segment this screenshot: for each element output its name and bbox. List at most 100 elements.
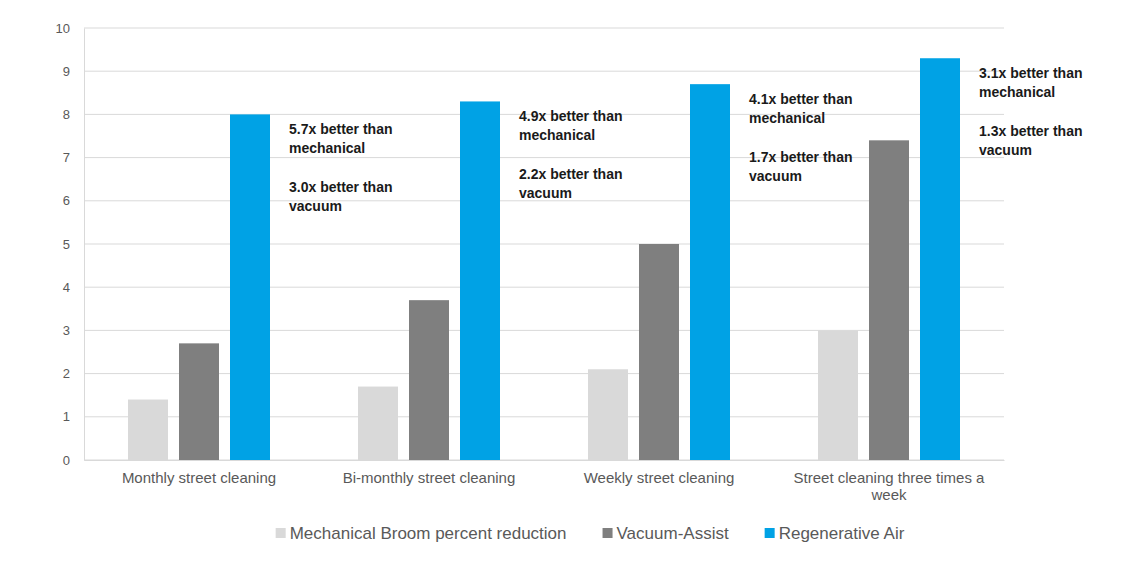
annotation-line: 3.0x better than bbox=[289, 179, 392, 195]
legend-label: Mechanical Broom percent reduction bbox=[290, 524, 567, 543]
legend-item: Vacuum-Assist bbox=[603, 524, 729, 543]
y-tick: 2 bbox=[63, 366, 84, 381]
x-tick: Monthly street cleaning bbox=[122, 460, 276, 486]
legend-label: Regenerative Air bbox=[779, 524, 905, 543]
plot: 0 1 2 3 4 5 6 7 8 9 10 Monthly street cleaning Bi-mo… bbox=[56, 21, 1083, 503]
y-axis-line bbox=[84, 29, 85, 461]
y-tick-label: 5 bbox=[63, 237, 70, 252]
y-tick: 5 bbox=[63, 237, 84, 252]
annotation-line: mechanical bbox=[979, 84, 1055, 100]
label-line: week bbox=[870, 486, 907, 503]
annotation: 4.1x better than mechanical bbox=[749, 91, 852, 126]
label-line: Bi-monthly street cleaning bbox=[343, 469, 516, 486]
chart: 0 1 2 3 4 5 6 7 8 9 10 Monthly street cleaning Bi-mo… bbox=[0, 0, 1140, 564]
bar bbox=[230, 114, 270, 460]
series bbox=[179, 140, 909, 460]
grid-line bbox=[84, 244, 1004, 245]
bar bbox=[358, 387, 398, 460]
y-tick: 4 bbox=[63, 280, 84, 295]
y-tick: 8 bbox=[63, 107, 84, 122]
y-tick-label: 6 bbox=[63, 193, 70, 208]
y-tick: 6 bbox=[63, 193, 84, 208]
y-tick-label: 10 bbox=[56, 21, 70, 36]
legend-swatch bbox=[603, 528, 613, 538]
label-line: Weekly street cleaning bbox=[584, 469, 735, 486]
y-tick-label: 3 bbox=[63, 323, 70, 338]
annotation: 2.2x better than vacuum bbox=[519, 166, 622, 201]
x-tick: Bi-monthly street cleaning bbox=[343, 460, 516, 486]
bar bbox=[409, 300, 449, 460]
x-tick-label: Monthly street cleaning bbox=[122, 469, 276, 486]
grid-line bbox=[84, 460, 1004, 461]
annotation: 3.0x better thanvacuum bbox=[289, 179, 392, 214]
bar bbox=[128, 400, 168, 460]
grid-line bbox=[84, 157, 1004, 158]
annotation-line: 4.9x better than bbox=[519, 108, 622, 124]
bar bbox=[920, 58, 960, 460]
y-axis: 0 1 2 3 4 5 6 7 8 9 10 bbox=[56, 21, 85, 468]
annotation-line: vacuum bbox=[519, 185, 572, 201]
legend: Mechanical Broom percent reduction Vacuum… bbox=[276, 524, 905, 543]
bar bbox=[639, 244, 679, 460]
y-tick-label: 2 bbox=[63, 366, 70, 381]
bar bbox=[818, 330, 858, 460]
legend-swatch bbox=[765, 528, 775, 538]
bar bbox=[588, 369, 628, 460]
y-tick-label: 4 bbox=[63, 280, 70, 295]
label-line: Street cleaning three times a bbox=[794, 469, 986, 486]
annotation-line: 5.7x better than bbox=[289, 121, 392, 137]
y-tick: 3 bbox=[63, 323, 84, 338]
annotation-line: vacuum bbox=[749, 168, 802, 184]
grid bbox=[84, 28, 1004, 460]
legend-swatch bbox=[276, 528, 286, 538]
annotation-line: 3.1x better than bbox=[979, 65, 1082, 81]
x-axis-line bbox=[85, 460, 1005, 461]
y-tick-label: 1 bbox=[63, 409, 70, 424]
annotation: 1.7x better than vacuum bbox=[749, 149, 852, 184]
annotation-line: vacuum bbox=[979, 142, 1032, 158]
annotation-line: mechanical bbox=[289, 140, 365, 156]
annotation: 1.3x better than vacuum bbox=[979, 123, 1082, 158]
x-tick-label: Street cleaning three times aweek bbox=[794, 469, 986, 503]
grid-line bbox=[84, 287, 1004, 288]
annotation-line: 2.2x better than bbox=[519, 166, 622, 182]
legend-item: Regenerative Air bbox=[765, 524, 905, 543]
y-tick: 7 bbox=[63, 150, 84, 165]
annotation-line: mechanical bbox=[749, 110, 825, 126]
bar bbox=[460, 101, 500, 460]
y-tick: 10 bbox=[56, 21, 84, 36]
x-axis: Monthly street cleaning Bi-monthly street… bbox=[85, 460, 1005, 503]
legend-label: Vacuum-Assist bbox=[617, 524, 729, 543]
y-tick: 0 bbox=[63, 453, 84, 468]
bar bbox=[179, 343, 219, 460]
y-tick-label: 7 bbox=[63, 150, 70, 165]
bar bbox=[690, 84, 730, 460]
y-tick: 1 bbox=[63, 409, 84, 424]
annotation: 3.1x better than mechanical bbox=[979, 65, 1082, 100]
y-tick-label: 0 bbox=[63, 453, 70, 468]
y-tick-label: 9 bbox=[63, 64, 70, 79]
x-tick: Street cleaning three times aweek bbox=[794, 460, 986, 503]
grid-line bbox=[84, 71, 1004, 72]
x-tick-label: Weekly street cleaning bbox=[584, 469, 735, 486]
bar bbox=[869, 140, 909, 460]
annotation: 5.7x better than mechanical bbox=[289, 121, 392, 156]
annotation: 4.9x better than mechanical bbox=[519, 108, 622, 143]
x-tick-label: Bi-monthly street cleaning bbox=[343, 469, 516, 486]
y-tick: 9 bbox=[63, 64, 84, 79]
grid-line bbox=[84, 373, 1004, 374]
grid-line bbox=[84, 330, 1004, 331]
annotations: 5.7x better than mechanical 3.0x better th… bbox=[289, 65, 1082, 214]
grid-line bbox=[84, 416, 1004, 417]
legend-item: Mechanical Broom percent reduction bbox=[276, 524, 567, 543]
annotation-line: 1.3x better than bbox=[979, 123, 1082, 139]
x-tick: Weekly street cleaning bbox=[584, 460, 735, 486]
annotation-line: 1.7x better than bbox=[749, 149, 852, 165]
annotation-line: 4.1x better than bbox=[749, 91, 852, 107]
series bbox=[230, 58, 960, 460]
bars bbox=[128, 58, 960, 460]
label-line: Monthly street cleaning bbox=[122, 469, 276, 486]
annotation-line: mechanical bbox=[519, 127, 595, 143]
grid-line bbox=[84, 28, 1004, 29]
y-tick-label: 8 bbox=[63, 107, 70, 122]
